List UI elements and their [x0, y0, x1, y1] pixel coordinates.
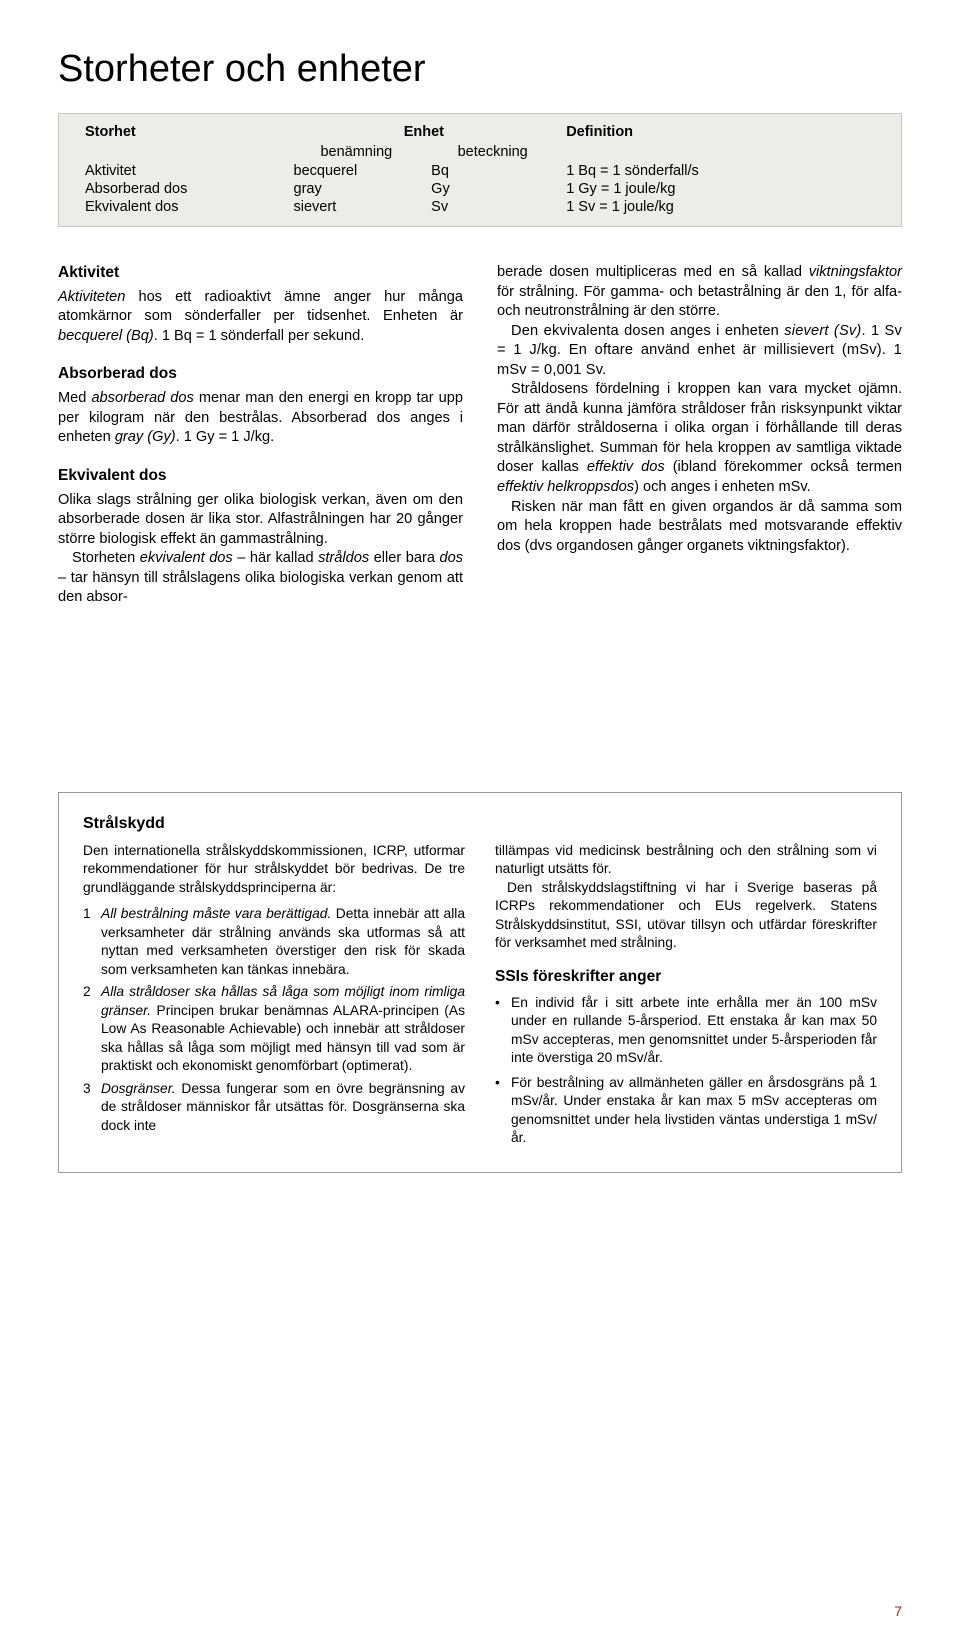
list-item: För bestrålning av allmänheten gäller en… [495, 1074, 877, 1148]
box-title: Strålskydd [83, 813, 877, 834]
list-item: En individ får i sitt arbete inte erhåll… [495, 994, 877, 1068]
heading-aktivitet: Aktivitet [58, 263, 463, 284]
heading-ekvivalent: Ekvivalent dos [58, 466, 463, 487]
th-definition: Definition [560, 122, 881, 142]
list-item: 1All bestrålning måste vara berättigad. … [83, 905, 465, 979]
page-title: Storheter och enheter [58, 48, 902, 91]
th-benamning: benämning [288, 142, 426, 162]
box-right-column: tillämpas vid medicinsk bestrålning och … [495, 842, 877, 1154]
table-row: Ekvivalent dos sievert Sv 1 Sv = 1 joule… [79, 198, 881, 216]
box-intro: Den internationella strålskyddskommissio… [83, 842, 465, 897]
para-ekv-2: Storheten ekvivalent dos – här kallad st… [58, 549, 463, 608]
stralskydd-box: Strålskydd Den internationella strålskyd… [58, 792, 902, 1173]
para-r2: Den ekvivalenta dosen anges i enheten si… [497, 322, 902, 381]
box-left-column: Den internationella strålskyddskommissio… [83, 842, 465, 1154]
heading-absorberad: Absorberad dos [58, 364, 463, 385]
table-row: Absorberad dos gray Gy 1 Gy = 1 joule/kg [79, 180, 881, 198]
table-row: Aktivitet becquerel Bq 1 Bq = 1 sönderfa… [79, 162, 881, 180]
principles-list: 1All bestrålning måste vara berättigad. … [83, 905, 465, 1135]
list-item: 2Alla stråldoser ska hållas så låga som … [83, 983, 465, 1075]
para-ekv-1: Olika slags strålning ger olika biologis… [58, 491, 463, 550]
para-r4: Risken när man fått en given organdos är… [497, 498, 902, 557]
ssi-list: En individ får i sitt arbete inte erhåll… [495, 994, 877, 1148]
left-column: Aktivitet Aktiviteten hos ett radioaktiv… [58, 263, 463, 622]
th-enhet: Enhet [288, 122, 561, 142]
th-beteckning: beteckning [425, 142, 560, 162]
list-item: 3Dosgränser. Dessa fungerar som en övre … [83, 1080, 465, 1135]
para-r1: berade dosen multipliceras med en så kal… [497, 263, 902, 322]
units-table: Storhet Enhet Definition benämning betec… [58, 113, 902, 227]
body-columns: Aktivitet Aktiviteten hos ett radioaktiv… [58, 263, 902, 622]
th-storhet: Storhet [79, 122, 288, 142]
right-column: berade dosen multipliceras med en så kal… [497, 263, 902, 622]
page-number: 7 [894, 1603, 902, 1619]
box-r2: Den strålskyddslagstiftning vi har i Sve… [495, 879, 877, 953]
box-r1: tillämpas vid medicinsk bestrålning och … [495, 842, 877, 879]
para-aktivitet: Aktiviteten hos ett radioaktivt ämne ang… [58, 288, 463, 347]
para-absorberad: Med absorberad dos menar man den energi … [58, 389, 463, 448]
para-r3: Stråldosens fördelning i kroppen kan var… [497, 380, 902, 497]
ssi-heading: SSIs föreskrifter anger [495, 967, 877, 988]
